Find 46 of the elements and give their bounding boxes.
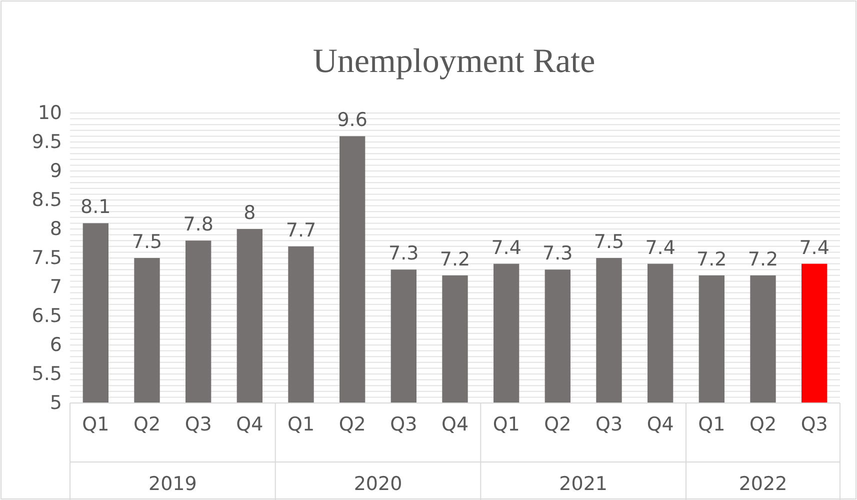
y-tick-label: 7.5 (32, 247, 62, 270)
data-label: 7.2 (748, 248, 778, 270)
chart-title: Unemployment Rate (312, 43, 596, 80)
data-label: 7.2 (440, 248, 470, 270)
data-label: 8.1 (80, 196, 111, 218)
x-tick-label: Q1 (698, 413, 726, 436)
y-tick-label: 5 (50, 392, 62, 414)
x-tick-label: Q2 (338, 413, 366, 436)
x-tick-label: Q3 (390, 413, 418, 436)
text: 2021 (559, 473, 608, 495)
data-label: 7.3 (388, 242, 419, 265)
text: 2022 (738, 473, 788, 495)
data-label: 7.3 (542, 242, 573, 265)
data-label: 8 (244, 202, 256, 224)
y-tick-label: 7 (50, 276, 62, 298)
text: 2019 (148, 473, 197, 495)
data-label: 7.5 (132, 231, 162, 253)
x-tick-label: Q3 (800, 413, 828, 436)
data-label: 7.2 (696, 248, 727, 270)
y-tick-label: 9.5 (32, 131, 62, 154)
y-tick-label: 8.5 (32, 189, 62, 212)
text: 2020 (354, 473, 402, 495)
x-tick-label: Q1 (82, 413, 110, 436)
x-tick-label: Q1 (492, 413, 520, 436)
y-tick-label: 5.5 (32, 363, 62, 386)
x-tick-label: Q4 (646, 413, 674, 436)
data-label: 7.8 (183, 214, 214, 236)
x-tick-label: Q3 (595, 413, 623, 436)
data-label: 9.6 (337, 109, 368, 132)
x-tick-label: Q4 (236, 413, 264, 436)
data-label: 7.7 (286, 219, 316, 242)
y-tick-label: 8 (50, 218, 62, 240)
x-tick-label: Q1 (287, 413, 315, 436)
y-tick-label: 6 (50, 334, 62, 356)
data-label: 7.4 (645, 236, 676, 259)
x-tick-label: Q4 (441, 413, 469, 436)
x-tick-label: Q3 (184, 413, 212, 436)
data-label: 7.4 (491, 236, 522, 259)
y-tick-label: 6.5 (32, 305, 62, 328)
x-tick-label: Q2 (544, 413, 572, 436)
x-tick-label: Q2 (133, 413, 161, 436)
y-tick-label: 10 (38, 102, 62, 124)
data-label: 7.5 (594, 231, 624, 253)
x-tick-label: Q2 (749, 413, 777, 436)
data-label: 7.4 (799, 236, 830, 259)
y-tick-label: 9 (50, 160, 62, 182)
